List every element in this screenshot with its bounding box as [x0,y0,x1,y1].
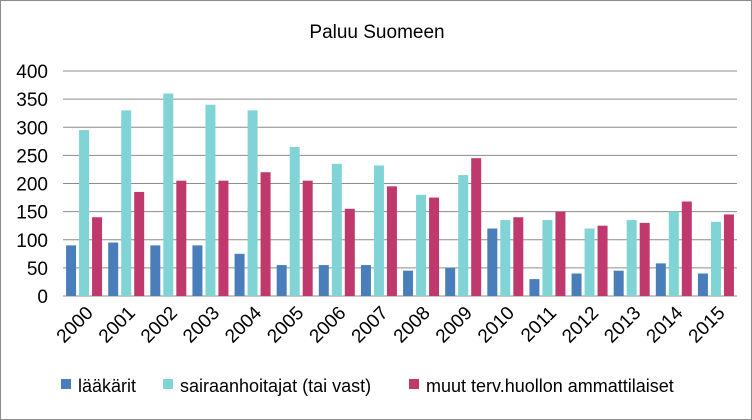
bar-1-2011 [529,279,540,296]
bar-3-2011 [555,211,566,296]
x-tick-label: 2001 [95,303,140,348]
chart-title: Paluu Suomeen [309,22,444,43]
x-tick-label: 2000 [53,303,98,348]
bar-2-2013 [626,220,637,296]
legend: lääkärit sairaanhoitajat (tai vast) muut t… [61,376,674,396]
legend-swatch-3 [409,379,419,389]
bar-1-2008 [403,270,414,296]
bar-2-2010 [500,220,511,296]
x-tick-label: 2012 [558,303,603,348]
y-tick-label: 50 [27,259,48,280]
bar-2-2011 [542,220,553,296]
x-tick-label: 2014 [643,302,688,347]
bar-3-2009 [471,158,482,296]
bar-2-2005 [289,146,300,296]
legend-swatch-1 [61,379,71,389]
y-tick-label: 350 [16,90,48,111]
bar-1-2014 [655,263,666,296]
bar-2-2012 [584,228,595,296]
bar-3-2008 [429,197,440,296]
y-tick-label: 100 [16,231,48,252]
legend-label-1: lääkärit [78,376,136,396]
x-tick-label: 2015 [685,303,730,348]
bar-1-2013 [613,270,624,296]
legend-label-3: muut terv.huollon ammattilaiset [426,376,674,396]
bar-1-2005 [276,265,287,296]
bar-2-2004 [247,110,258,296]
bar-3-2006 [344,208,355,296]
bar-3-2015 [723,214,734,296]
bar-2-2006 [331,163,342,296]
bar-3-2003 [218,180,229,296]
bar-2-2003 [205,104,216,296]
bar-1-2003 [192,245,203,296]
x-tick-label: 2013 [600,303,645,348]
x-tick-label: 2007 [348,303,393,348]
bar-1-2006 [318,265,329,296]
bar-3-2007 [386,186,397,296]
x-tick-label: 2002 [137,303,182,348]
bar-1-2010 [487,228,498,296]
x-tick-label: 2005 [263,303,308,348]
bar-3-2013 [639,222,650,296]
bar-2-2002 [163,93,174,296]
bars [66,93,734,296]
bar-2-2007 [373,165,384,296]
y-tick-label: 250 [16,146,48,167]
bar-1-2012 [571,273,582,296]
bar-2-2009 [458,175,469,296]
bar-1-2009 [445,267,456,296]
x-tick-label: 2003 [179,303,224,348]
bar-3-2001 [134,191,145,296]
y-tick-label: 200 [16,175,48,196]
bar-2-2000 [79,130,90,296]
bar-3-2014 [681,201,692,296]
x-tick-label: 2004 [221,302,266,347]
y-tick-label: 400 [16,62,48,83]
x-tick-label: 2009 [432,303,477,348]
x-tick-label: 2011 [517,303,561,347]
legend-swatch-2 [163,379,173,389]
bar-3-2000 [92,217,103,296]
y-tick-label: 150 [16,203,48,224]
bar-3-2002 [176,180,187,296]
bar-1-2000 [66,245,77,296]
bar-2-2015 [710,221,721,296]
y-axis-ticks: 0 50 100 150 200 250 300 350 400 [16,62,48,308]
y-tick-label: 300 [16,118,48,139]
gridlines [63,70,737,297]
y-tick-label: 0 [37,287,48,308]
bar-2-2014 [668,211,679,296]
x-tick-label: 2008 [390,303,435,348]
bar-2-2001 [121,110,132,296]
bar-1-2015 [697,273,708,296]
bar-3-2005 [302,180,313,296]
bar-1-2004 [234,253,245,296]
x-tick-label: 2006 [306,303,351,348]
legend-label-2: sairaanhoitajat (tai vast) [180,376,371,396]
x-axis-ticks: 2000200120022003200420052006200720082009… [53,302,730,347]
bar-3-2012 [597,225,608,296]
x-tick-label: 2010 [474,303,519,348]
bar-3-2010 [513,217,524,296]
bar-3-2004 [260,172,271,296]
bar-1-2002 [150,245,161,296]
bar-2-2008 [416,194,427,296]
bar-1-2007 [360,265,371,296]
bar-1-2001 [108,242,119,296]
